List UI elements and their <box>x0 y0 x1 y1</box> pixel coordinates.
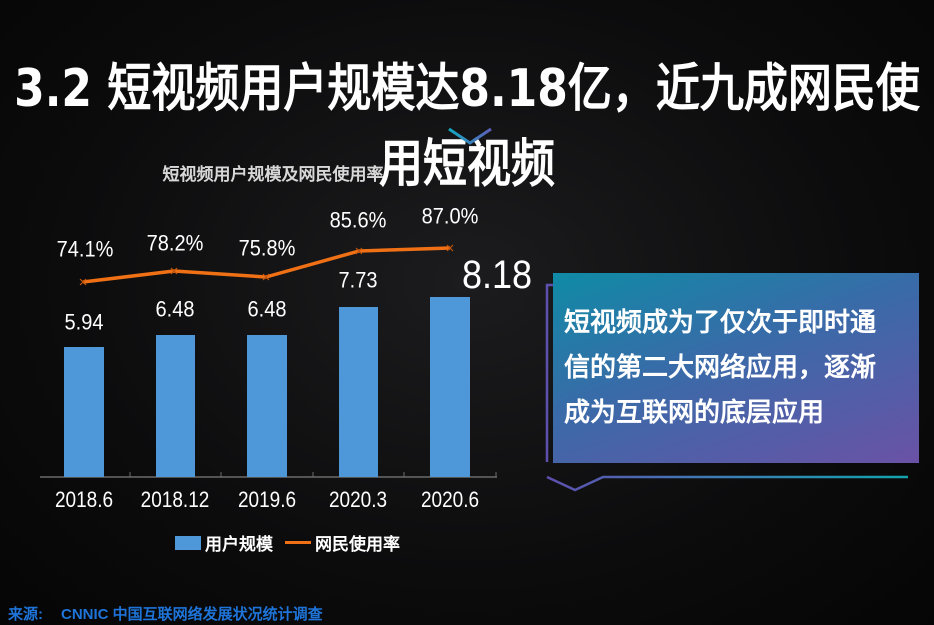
legend-line-swatch <box>285 541 311 544</box>
callout-box <box>553 273 919 463</box>
line-value-label: 87.0% <box>421 204 479 230</box>
bar-value-label: 6.48 <box>247 297 287 323</box>
x-axis-label: 2019.6 <box>237 488 297 513</box>
highlight-value-label: 8.18 <box>462 251 533 297</box>
legend-bar-swatch <box>175 535 201 550</box>
legend-bar-label: 用户规模 <box>205 535 273 554</box>
line-value-label: 75.8% <box>238 236 296 262</box>
bar-value-label: 7.73 <box>338 268 378 294</box>
x-axis-label: 2020.3 <box>328 488 388 513</box>
line-value-label: 78.2% <box>146 231 204 257</box>
source-text: CNNIC 中国互联网络发展状况统计调查 <box>61 606 323 623</box>
chevron-down-icon <box>448 127 492 145</box>
x-axis-label: 2018.6 <box>54 488 114 513</box>
bar-2020-6 <box>430 297 470 477</box>
chart-title: 短视频用户规模及网民使用率 <box>162 165 384 184</box>
source-note: 来源: CNNIC 中国互联网络发展状况统计调查 <box>8 603 323 624</box>
source-label: 来源: <box>8 606 43 623</box>
line-value-label: 74.1% <box>56 237 114 263</box>
callout-text: 短视频成为了仅次于即时通 信的第二大网络应用，逐渐 成为互联网的底层应用 <box>564 300 904 435</box>
callout-line: 成为互联网的底层应用 <box>564 397 825 427</box>
slide-title: 3.2 短视频用户规模达8.18亿，近九成网民使用短视频 <box>14 58 920 195</box>
chart-legend: 用户规模 网民使用率 <box>175 530 400 555</box>
bar-2019-6 <box>247 335 287 477</box>
x-axis-label: 2020.6 <box>420 488 480 513</box>
legend-line-label: 网民使用率 <box>315 535 400 554</box>
callout-line: 短视频成为了仅次于即时通 <box>564 307 877 337</box>
bar-2020-3 <box>339 307 378 477</box>
bar-2018-6 <box>64 347 104 477</box>
line-value-label: 85.6% <box>329 208 387 234</box>
bar-2018-12 <box>156 335 195 477</box>
bar-value-label: 6.48 <box>155 297 195 323</box>
callout-pointer <box>546 475 908 492</box>
x-axis-label: 2018.12 <box>140 488 210 513</box>
bar-value-label: 5.94 <box>64 310 104 336</box>
callout-line: 信的第二大网络应用，逐渐 <box>564 352 877 382</box>
